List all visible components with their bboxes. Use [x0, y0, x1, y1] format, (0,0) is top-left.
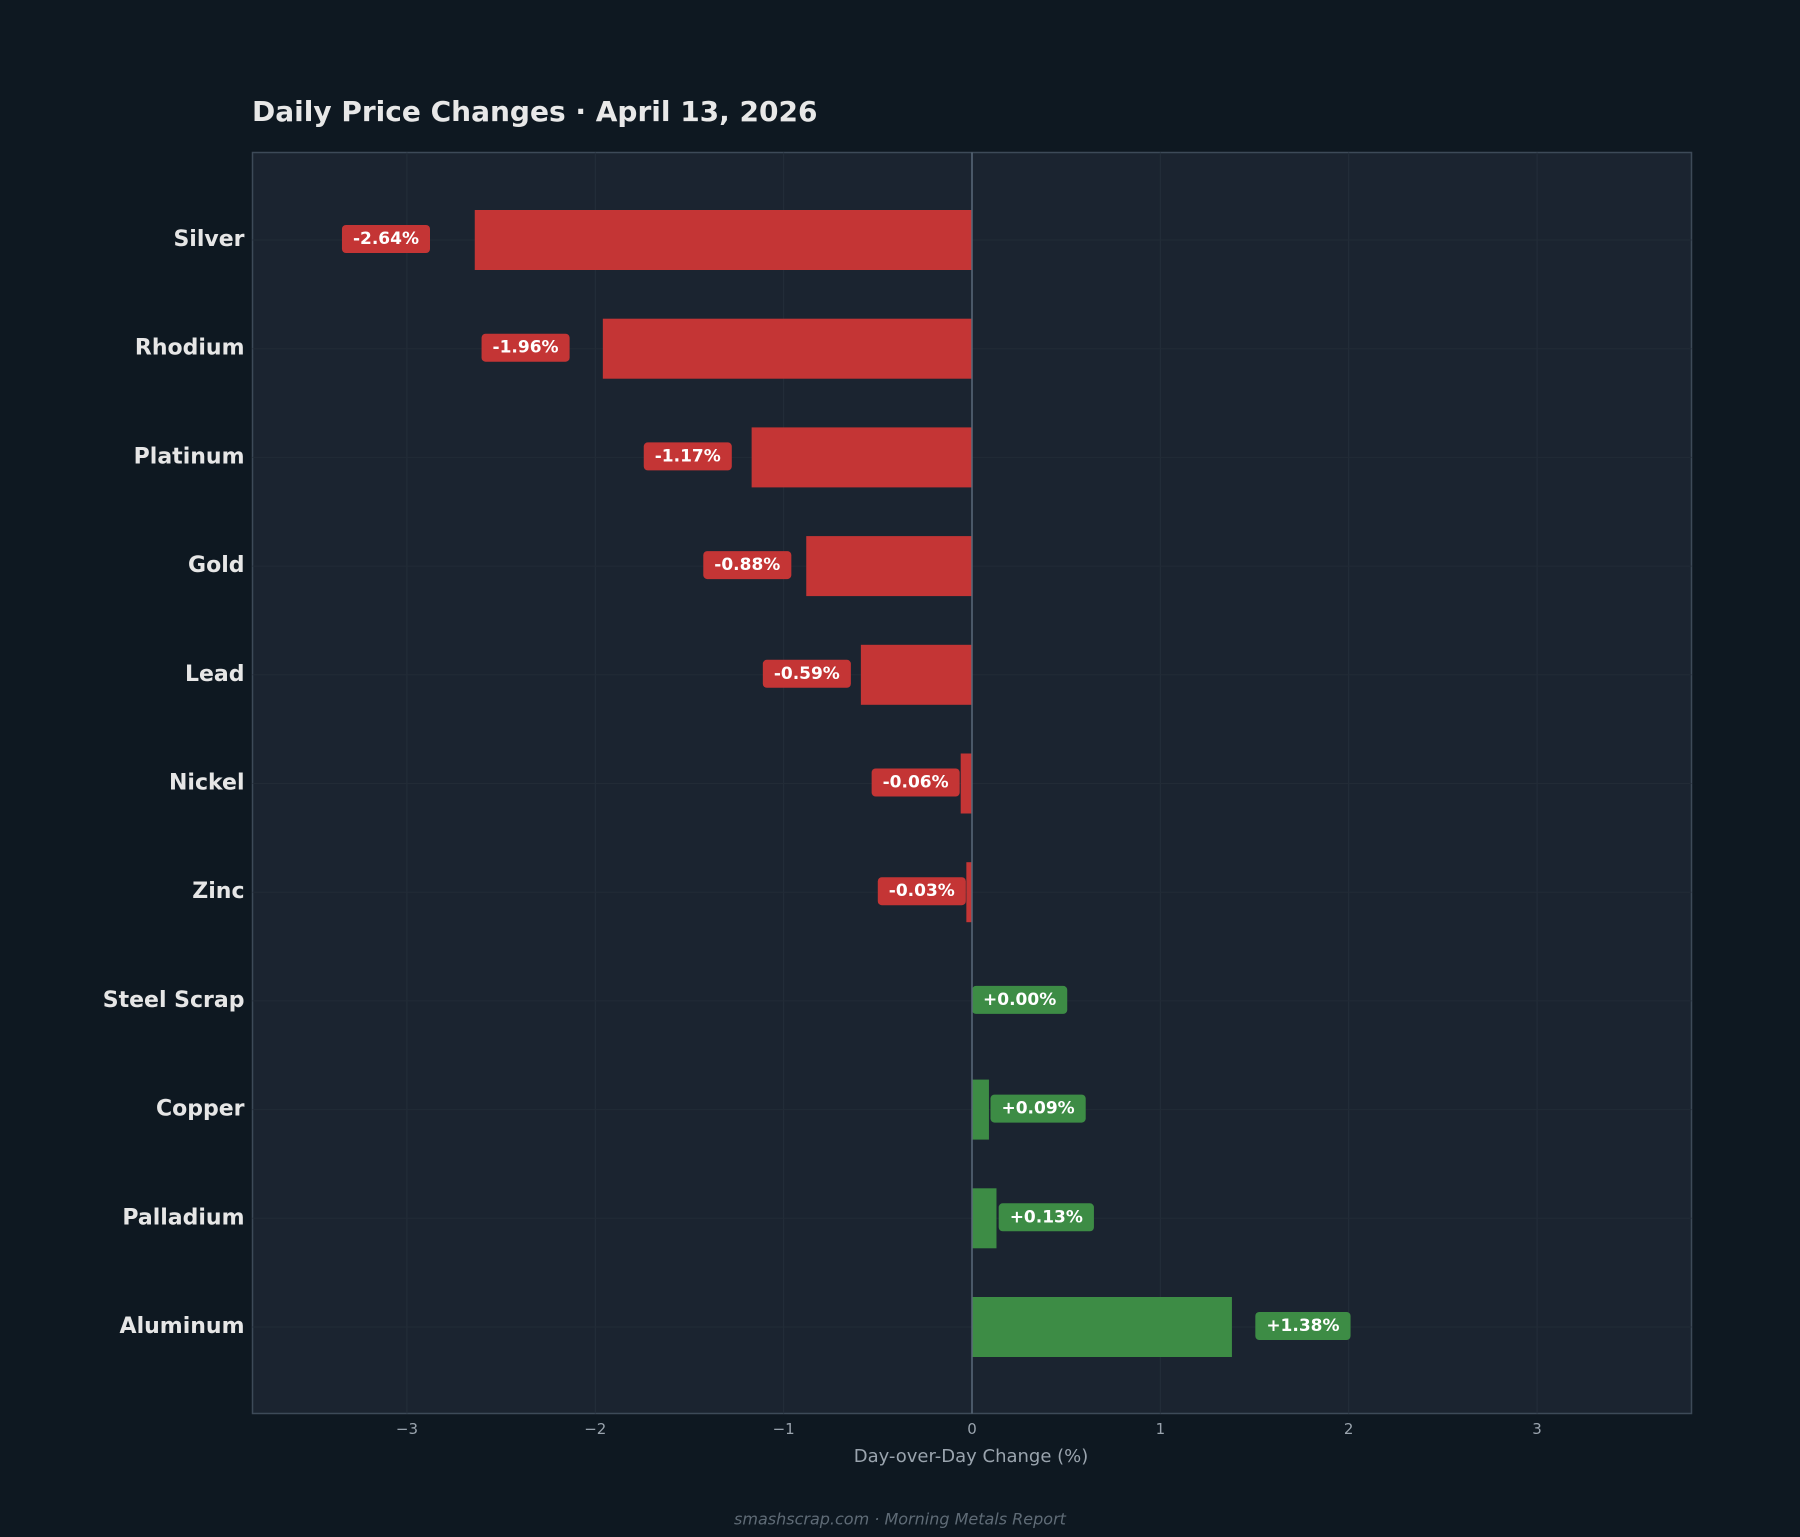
bar	[972, 1188, 997, 1249]
y-tick-label: Zinc	[192, 879, 244, 904]
value-label-bg	[998, 1203, 1094, 1232]
x-tick-label: 0	[967, 1420, 977, 1438]
y-tick-label: Aluminum	[120, 1314, 245, 1339]
value-label: +0.09%	[1001, 1099, 1074, 1119]
value-label: -0.59%	[774, 664, 840, 684]
x-axis-label: Day-over-Day Change (%)	[854, 1446, 1089, 1467]
x-tick-label: −1	[773, 1420, 795, 1438]
bar	[602, 318, 972, 379]
bar	[960, 753, 972, 814]
value-label: -0.03%	[889, 881, 955, 901]
value-label-bg	[703, 551, 792, 580]
bar	[972, 1079, 989, 1140]
y-tick-label: Palladium	[122, 1205, 244, 1230]
bar	[972, 1297, 1232, 1357]
y-tick-label: Rhodium	[135, 336, 245, 361]
x-tick-label: 1	[1156, 1420, 1166, 1438]
value-label-bg	[341, 225, 431, 253]
value-label: -1.96%	[493, 338, 559, 358]
bar	[474, 210, 972, 270]
value-label: +1.38%	[1266, 1316, 1339, 1336]
y-tick-label: Platinum	[134, 444, 245, 469]
value-label-bg	[643, 442, 732, 471]
x-tick-label: 2	[1344, 1420, 1354, 1438]
x-tick-label: −2	[584, 1420, 606, 1438]
y-tick-label: Nickel	[169, 771, 245, 796]
x-tick-label: −3	[396, 1420, 418, 1438]
value-label-bg	[877, 877, 966, 906]
chart-title: Daily Price Changes · April 13, 2026	[252, 95, 817, 128]
y-tick-label: Copper	[156, 1097, 245, 1122]
y-tick-label: Lead	[185, 662, 245, 687]
value-label-bg	[972, 985, 1068, 1014]
bar	[751, 427, 972, 488]
value-label: -1.17%	[655, 446, 721, 466]
value-label-bg	[481, 333, 570, 362]
value-label: -2.64%	[353, 229, 419, 249]
y-tick-label: Gold	[188, 553, 244, 578]
value-label-bg	[871, 768, 960, 797]
value-label: -0.88%	[714, 555, 780, 575]
footer: smashscrap.com · Morning Metals Report	[734, 1510, 1067, 1529]
value-label-bg	[762, 659, 851, 688]
y-tick-label: Steel Scrap	[103, 988, 245, 1013]
value-label: +0.13%	[1010, 1207, 1083, 1227]
bar	[806, 536, 972, 597]
value-label-bg	[1255, 1312, 1351, 1340]
value-label-bg	[990, 1094, 1086, 1123]
bar	[860, 644, 972, 705]
x-tick-label: 3	[1532, 1420, 1542, 1438]
bar	[966, 862, 972, 923]
value-label: +0.00%	[983, 990, 1056, 1010]
value-label: -0.06%	[883, 773, 949, 793]
y-tick-label: Silver	[173, 227, 244, 252]
